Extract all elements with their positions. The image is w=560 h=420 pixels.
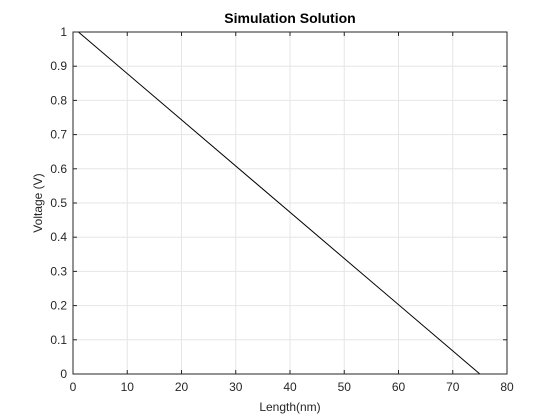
- y-tick-label: 0.9: [50, 59, 67, 73]
- y-tick-label: 0.8: [50, 93, 67, 107]
- grid-lines: [72, 31, 508, 375]
- series-line: [78, 31, 481, 375]
- y-tick-label: 0.3: [50, 264, 67, 278]
- ticks-layer: 0 10 20 30 40 50 60 70 80 0 0.1 0.2 0.3 0.4 0.5 0.6 0.7 0…: [50, 25, 514, 394]
- series-layer: [78, 31, 481, 375]
- x-tick-label: 70: [446, 380, 460, 394]
- y-tick-label: 0: [60, 367, 67, 381]
- x-tick-label: 30: [229, 380, 243, 394]
- y-tick-label: 0.5: [50, 196, 67, 210]
- x-tick-label: 0: [70, 380, 77, 394]
- y-tick-label: 1: [60, 25, 67, 39]
- y-tick-label: 0.6: [50, 162, 67, 176]
- y-tick-label: 0.7: [50, 128, 67, 142]
- x-tick-label: 20: [175, 380, 189, 394]
- y-axis-label: Voltage (V): [31, 173, 45, 232]
- x-tick-label: 50: [338, 380, 352, 394]
- x-tick-label: 60: [392, 380, 406, 394]
- x-axis-label: Length(nm): [259, 400, 320, 414]
- x-tick-label: 80: [500, 380, 514, 394]
- x-tick-label: 10: [121, 380, 135, 394]
- chart-title: Simulation Solution: [224, 10, 355, 26]
- x-tick-label: 40: [283, 380, 297, 394]
- y-tick-label: 0.1: [50, 333, 67, 347]
- y-tick-label: 0.2: [50, 299, 67, 313]
- y-tick-label: 0.4: [50, 230, 67, 244]
